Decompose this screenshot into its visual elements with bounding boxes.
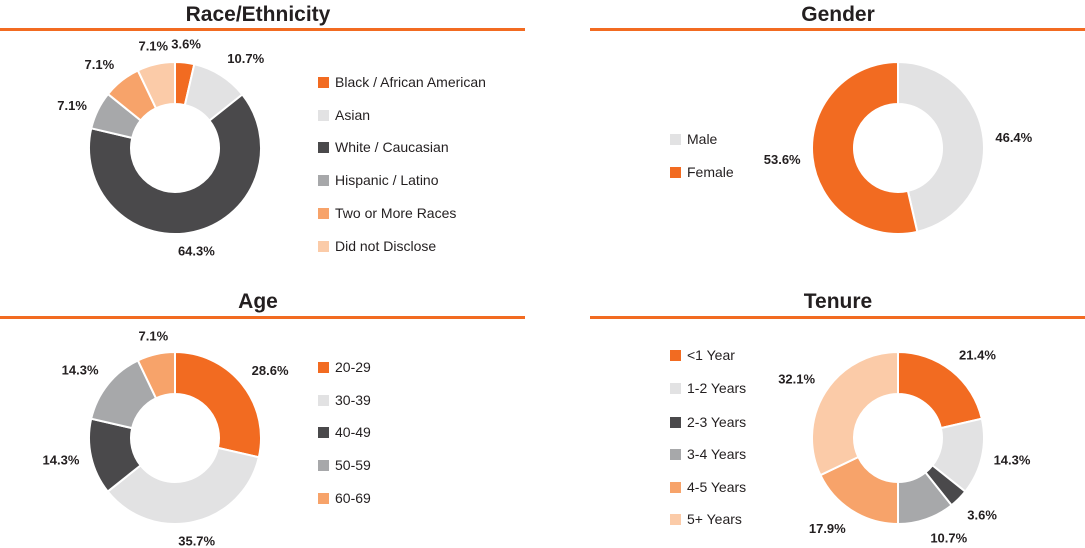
age-legend-swatch-2 — [318, 427, 329, 438]
race-legend-swatch-2 — [318, 142, 329, 153]
race-legend-label-4: Two or More Races — [335, 205, 456, 221]
race-legend-swatch-1 — [318, 110, 329, 121]
race-data-label-0: 3.6% — [171, 37, 201, 52]
age-legend-label-1: 30-39 — [335, 392, 371, 408]
race-data-label-2: 64.3% — [178, 244, 215, 259]
age-legend-label-4: 60-69 — [335, 490, 371, 506]
race-legend-swatch-0 — [318, 77, 329, 88]
race-legend-swatch-3 — [318, 175, 329, 186]
race-legend-swatch-5 — [318, 241, 329, 252]
gender-slice-0 — [897, 60, 985, 234]
tenure-legend-label-5: 5+ Years — [687, 511, 742, 527]
tenure-title: Tenure — [804, 290, 872, 313]
tenure-legend-swatch-0 — [670, 350, 681, 361]
race-slice-2 — [88, 93, 262, 235]
age-title: Age — [238, 290, 278, 313]
race-legend-label-2: White / Caucasian — [335, 139, 449, 155]
age-data-label-1: 35.7% — [178, 534, 215, 548]
tenure-legend-swatch-3 — [670, 449, 681, 460]
age-slice-1 — [106, 446, 261, 525]
age-data-label-2: 14.3% — [43, 453, 80, 468]
race-data-label-1: 10.7% — [227, 51, 264, 66]
gender-legend-label-1: Female — [687, 164, 734, 180]
gender-title-rule — [590, 28, 1085, 31]
gender-title: Gender — [801, 3, 875, 26]
tenure-slice-0 — [897, 350, 984, 430]
tenure-legend-swatch-4 — [670, 482, 681, 493]
age-data-label-3: 14.3% — [62, 363, 99, 378]
gender-legend-swatch-1 — [670, 167, 681, 178]
tenure-slice-5 — [811, 350, 899, 477]
race-data-label-3: 7.1% — [57, 98, 87, 113]
age-legend-swatch-0 — [318, 362, 329, 373]
tenure-legend-label-3: 3-4 Years — [687, 446, 746, 462]
race-data-label-5: 7.1% — [138, 38, 168, 53]
race-legend-label-1: Asian — [335, 107, 370, 123]
tenure-chart: Tenure 21.4% 14.3% 3.6%10.7% 17.9% 32.1% <1 Ye… — [590, 290, 1085, 546]
tenure-legend-swatch-1 — [670, 383, 681, 394]
race-title-rule — [0, 28, 525, 31]
age-legend-swatch-1 — [318, 395, 329, 406]
tenure-data-label-4: 17.9% — [809, 521, 846, 536]
age-slice-4 — [136, 350, 176, 400]
tenure-data-label-5: 32.1% — [778, 372, 815, 387]
race-legend-label-3: Hispanic / Latino — [335, 172, 439, 188]
age-legend-swatch-3 — [318, 460, 329, 471]
tenure-legend-label-1: 1-2 Years — [687, 380, 746, 396]
tenure-legend-swatch-2 — [670, 417, 681, 428]
race-title: Race/Ethnicity — [186, 3, 331, 26]
age-legend-label-0: 20-29 — [335, 359, 371, 375]
age-data-label-4: 7.1% — [139, 328, 169, 343]
age-legend-label-3: 50-59 — [335, 457, 371, 473]
tenure-legend-label-4: 4-5 Years — [687, 479, 746, 495]
age-title-rule — [0, 316, 525, 319]
tenure-legend-label-2: 2-3 Years — [687, 414, 746, 430]
race-chart: Race/Ethnicity 3.6% 10.7% 64.3% 7.1% 7.1% 7.1%… — [0, 3, 525, 259]
age-slice-0 — [174, 350, 262, 459]
tenure-data-label-1: 14.3% — [994, 453, 1031, 468]
gender-legend-label-0: Male — [687, 131, 718, 147]
gender-legend-swatch-0 — [670, 134, 681, 145]
tenure-legend-label-0: <1 Year — [687, 347, 735, 363]
tenure-data-label-3: 10.7% — [930, 531, 967, 546]
race-legend-label-0: Black / African American — [335, 74, 486, 90]
tenure-title-rule — [590, 316, 1085, 319]
tenure-data-label-2: 3.6% — [967, 507, 997, 522]
race-legend-swatch-4 — [318, 208, 329, 219]
age-data-label-0: 28.6% — [252, 363, 289, 378]
gender-data-label-0: 46.4% — [995, 130, 1032, 145]
tenure-data-label-0: 21.4% — [959, 347, 996, 362]
gender-slice-1 — [811, 60, 919, 235]
gender-data-label-1: 53.6% — [764, 152, 801, 167]
gender-chart: Gender 46.4% 53.6% Male Female — [590, 3, 1085, 235]
race-slice-5 — [136, 60, 176, 110]
race-legend-label-5: Did not Disclose — [335, 238, 436, 254]
age-legend-swatch-4 — [318, 493, 329, 504]
age-chart: Age 28.6% 35.7% 14.3% 14.3% 7.1% 20-29 30-39 40-… — [0, 290, 525, 548]
race-data-label-4: 7.1% — [85, 57, 115, 72]
tenure-legend-swatch-5 — [670, 514, 681, 525]
age-legend-label-2: 40-49 — [335, 424, 371, 440]
